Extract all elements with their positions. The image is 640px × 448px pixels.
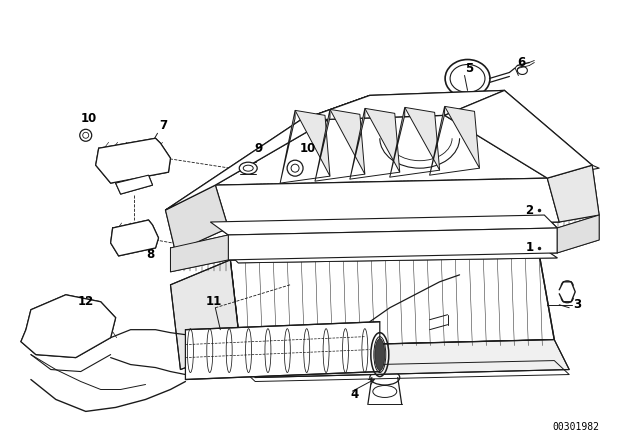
Ellipse shape [80, 129, 92, 141]
Text: 11: 11 [205, 295, 221, 308]
Polygon shape [365, 108, 400, 172]
Polygon shape [170, 235, 228, 272]
Polygon shape [170, 260, 240, 370]
Polygon shape [350, 108, 365, 179]
Polygon shape [445, 106, 479, 168]
Polygon shape [445, 90, 592, 178]
Polygon shape [429, 106, 445, 175]
Text: 00301982: 00301982 [552, 422, 599, 432]
Text: 3: 3 [573, 298, 581, 311]
Text: 12: 12 [77, 295, 94, 308]
Ellipse shape [239, 162, 257, 174]
Polygon shape [240, 340, 569, 378]
Polygon shape [295, 110, 330, 176]
Polygon shape [166, 185, 228, 252]
Polygon shape [230, 255, 554, 348]
Text: 6: 6 [517, 56, 525, 69]
Polygon shape [21, 295, 116, 358]
Polygon shape [228, 228, 557, 260]
Polygon shape [557, 215, 599, 253]
Polygon shape [111, 220, 159, 256]
Polygon shape [330, 109, 365, 174]
Ellipse shape [287, 160, 303, 176]
Polygon shape [547, 165, 599, 222]
Text: 5: 5 [465, 62, 474, 75]
Polygon shape [280, 110, 295, 183]
Polygon shape [390, 108, 404, 177]
Text: 2: 2 [525, 203, 533, 216]
Polygon shape [215, 178, 559, 228]
Polygon shape [300, 90, 504, 121]
Text: 8: 8 [147, 248, 155, 261]
Polygon shape [166, 95, 370, 210]
Text: 7: 7 [159, 119, 168, 132]
Polygon shape [228, 248, 557, 263]
Text: 10: 10 [300, 142, 316, 155]
Polygon shape [116, 175, 152, 194]
Text: 1: 1 [525, 241, 533, 254]
Polygon shape [404, 108, 440, 170]
Ellipse shape [375, 339, 385, 370]
Polygon shape [315, 109, 330, 181]
Polygon shape [186, 322, 380, 379]
Polygon shape [96, 138, 170, 183]
Text: 9: 9 [254, 142, 262, 155]
Polygon shape [211, 215, 557, 235]
Text: 4: 4 [351, 388, 359, 401]
Text: 10: 10 [81, 112, 97, 125]
